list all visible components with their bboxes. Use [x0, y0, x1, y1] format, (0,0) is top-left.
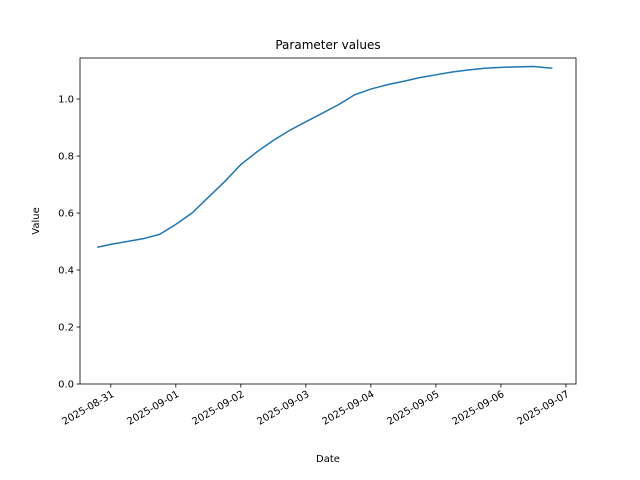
y-tick-label: 0.8: [58, 152, 74, 163]
y-tick-label: 0.2: [58, 323, 74, 334]
chart-title: Parameter values: [275, 38, 380, 52]
x-tick-label: 2025-09-07: [516, 389, 572, 428]
x-tick-label: 2025-09-04: [321, 389, 377, 428]
y-tick-label: 0.6: [58, 209, 74, 220]
x-axis-label: Date: [316, 454, 340, 465]
x-tick-label: 2025-09-02: [190, 389, 246, 428]
x-tick-label: 2025-09-01: [125, 389, 181, 428]
y-tick-label: 0.4: [58, 266, 74, 277]
y-axis-label: Value: [31, 207, 42, 234]
x-tick-label: 2025-09-03: [256, 389, 312, 428]
data-line: [97, 65, 553, 248]
y-tick-label: 0.0: [58, 380, 74, 391]
plot-frame: [79, 57, 577, 385]
y-tick-label: 1.0: [58, 95, 74, 106]
x-tick-label: 2025-08-31: [60, 389, 116, 428]
x-tick-label: 2025-09-05: [386, 389, 442, 428]
x-tick-label: 2025-09-06: [451, 389, 507, 428]
